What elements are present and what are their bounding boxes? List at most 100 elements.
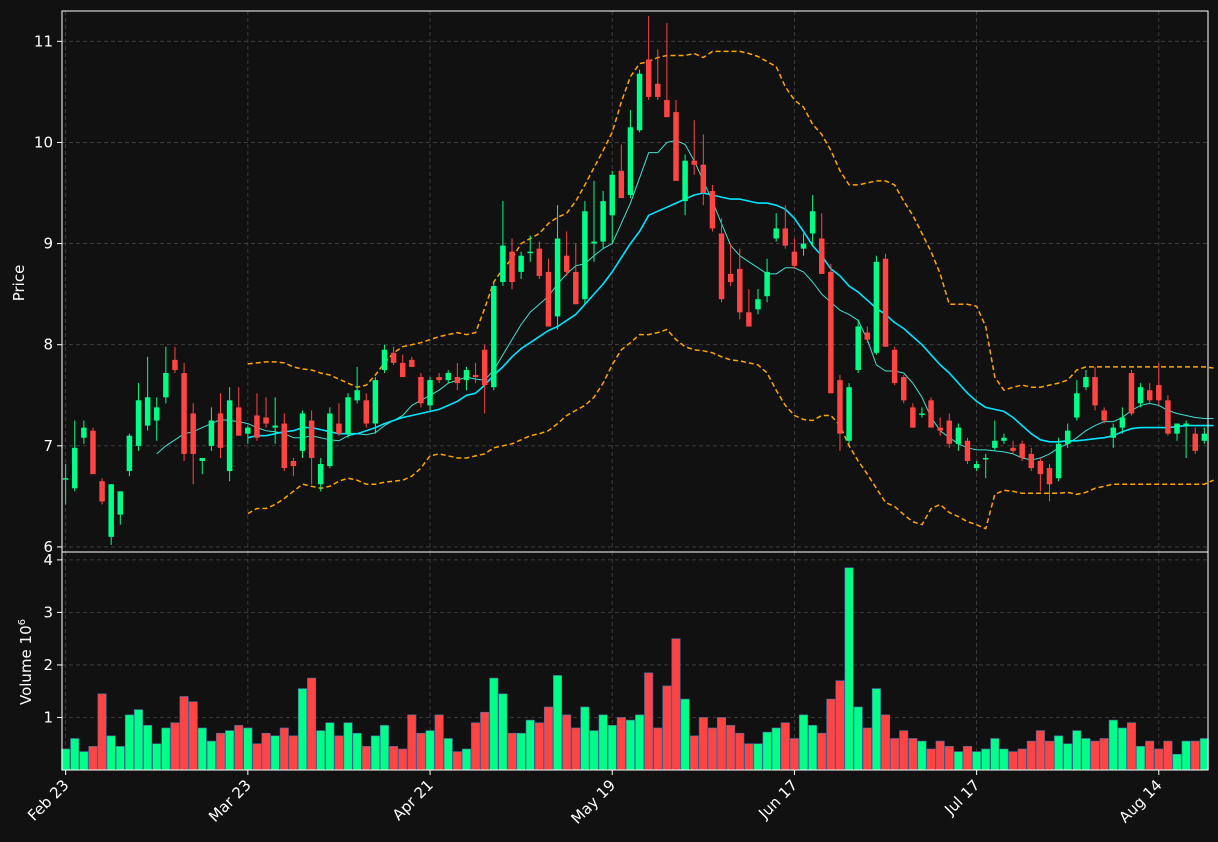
volume-bar — [480, 711, 490, 771]
candle-body — [181, 373, 187, 454]
candle-body — [1028, 453, 1035, 469]
candle — [737, 248, 743, 320]
volume-panel-frame — [61, 551, 1209, 771]
volume-bar — [379, 725, 389, 771]
candle-body — [399, 362, 406, 378]
candle-body — [1083, 377, 1089, 388]
candle-body — [372, 380, 379, 424]
candle — [299, 410, 306, 458]
candle-body — [964, 440, 971, 461]
volume-bar — [534, 722, 544, 771]
candle — [964, 437, 971, 465]
volume-bar — [543, 706, 553, 771]
candle — [1110, 423, 1116, 448]
candle-body — [90, 430, 96, 475]
candle-body — [327, 413, 333, 467]
candle-body — [1046, 468, 1053, 485]
candle — [800, 233, 807, 256]
fast-moving-average-line — [156, 139, 1214, 461]
volume-axis: 1 2 3 4 — [43, 551, 62, 726]
candle — [946, 413, 953, 448]
candle-body — [554, 238, 561, 317]
volume-bar — [780, 722, 790, 771]
volume-axis-label: Volume 106 — [17, 619, 35, 705]
candle — [855, 319, 861, 374]
candle-body — [427, 380, 433, 406]
candle — [864, 326, 871, 343]
candle-body — [928, 400, 934, 428]
candle — [272, 397, 278, 444]
candle-body — [700, 164, 707, 194]
candle — [226, 387, 233, 482]
volume-bar — [270, 735, 280, 771]
candle-body — [463, 369, 470, 381]
volume-bar — [507, 732, 517, 771]
candle-body — [1192, 433, 1198, 451]
volume-bar — [1117, 727, 1127, 771]
volume-bar — [680, 698, 690, 771]
bollinger-bands — [247, 50, 1214, 530]
volume-bar — [881, 714, 891, 771]
candle-body — [354, 390, 360, 401]
candle-body — [545, 271, 552, 327]
candle-body — [600, 201, 606, 242]
candle-body — [445, 373, 451, 381]
candle-body — [755, 299, 761, 310]
volume-bar — [407, 714, 417, 771]
volume-bar — [562, 714, 572, 771]
candle-body — [381, 349, 388, 370]
candle-body — [563, 255, 570, 272]
candle — [1101, 407, 1107, 424]
volume-bar — [1072, 730, 1082, 771]
volume-bar — [671, 638, 681, 771]
candle — [317, 457, 324, 492]
volume-bar — [234, 725, 244, 771]
candle — [937, 417, 943, 436]
candle-body — [1201, 433, 1208, 441]
volume-bar — [161, 727, 171, 771]
candle — [372, 377, 379, 434]
volume-bar — [115, 746, 125, 771]
volume-bar — [607, 725, 617, 771]
volume-bar — [771, 727, 781, 771]
candle — [454, 362, 461, 391]
candle — [1074, 380, 1080, 421]
candle — [108, 484, 114, 545]
volume-bar — [744, 743, 754, 771]
volume-bar — [1063, 743, 1073, 771]
candle-body — [481, 349, 488, 386]
candle — [782, 205, 789, 249]
volume-bar — [370, 735, 380, 771]
price-tick-label: 8 — [43, 336, 53, 354]
volume-bar — [416, 732, 426, 771]
candle — [773, 213, 779, 242]
volume-bar — [398, 748, 408, 771]
volume-bar — [389, 746, 399, 771]
volume-bar — [1145, 740, 1155, 771]
candle — [901, 375, 907, 404]
volume-bar — [963, 746, 972, 771]
candle — [718, 218, 725, 303]
candle — [208, 407, 215, 451]
candle-body — [636, 73, 643, 131]
candle-body — [536, 248, 543, 276]
candle — [764, 258, 770, 303]
candle — [1201, 427, 1208, 444]
volume-bar — [844, 567, 854, 771]
volume-bar — [953, 751, 963, 771]
volume-bar — [1172, 753, 1182, 771]
candle-body — [955, 427, 962, 444]
candle — [527, 235, 533, 262]
volume-bar — [1126, 722, 1136, 771]
volume-bar — [1190, 740, 1200, 771]
candle-body — [673, 112, 679, 181]
volume-bar — [799, 714, 809, 771]
volume-bar — [61, 748, 71, 771]
volume-bar — [862, 727, 872, 771]
candle-body — [1110, 427, 1116, 438]
candle — [117, 491, 124, 525]
candle — [144, 356, 151, 431]
candle-body — [491, 286, 497, 388]
candle-body — [409, 359, 415, 367]
candle-body — [272, 425, 278, 428]
